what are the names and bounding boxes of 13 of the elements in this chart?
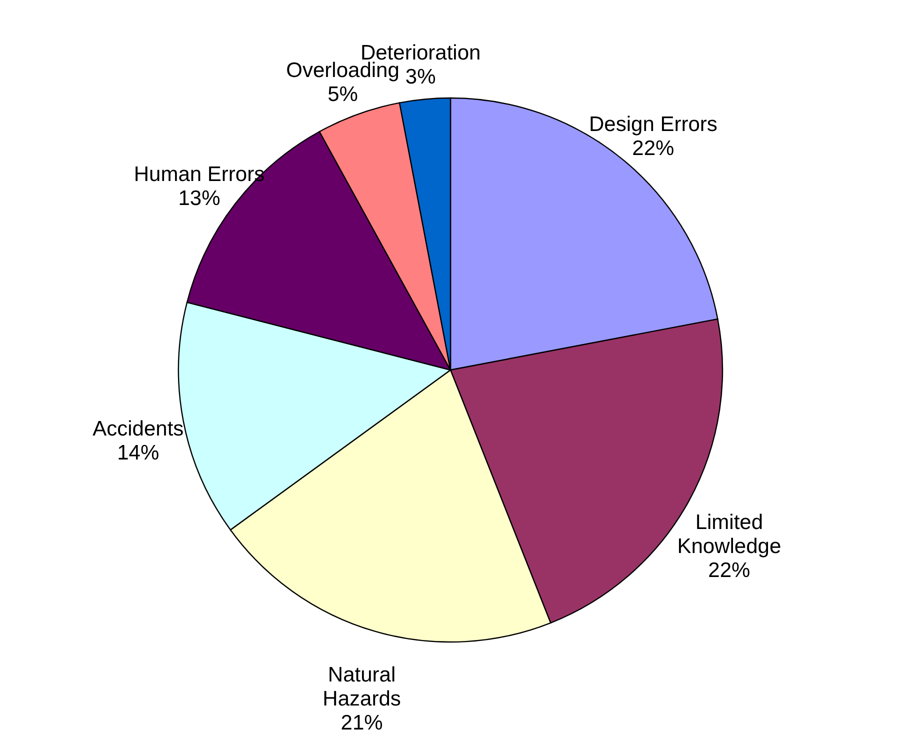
slice-label: Overloading (286, 58, 400, 82)
slice-label: Human Errors (134, 163, 265, 186)
data-label: 22% (632, 136, 674, 160)
slice-label: Limited Knowledge (677, 511, 782, 558)
data-label: 22% (708, 559, 750, 582)
data-label: 14% (117, 442, 160, 465)
data-label: 13% (178, 187, 220, 210)
slice-label: Design Errors (589, 112, 718, 136)
data-label: 5% (328, 82, 358, 106)
slice-label: Accidents (92, 418, 184, 441)
slice-label: Natural Hazards (322, 663, 401, 710)
data-label: 3% (405, 65, 436, 88)
data-label: 21% (340, 711, 383, 734)
